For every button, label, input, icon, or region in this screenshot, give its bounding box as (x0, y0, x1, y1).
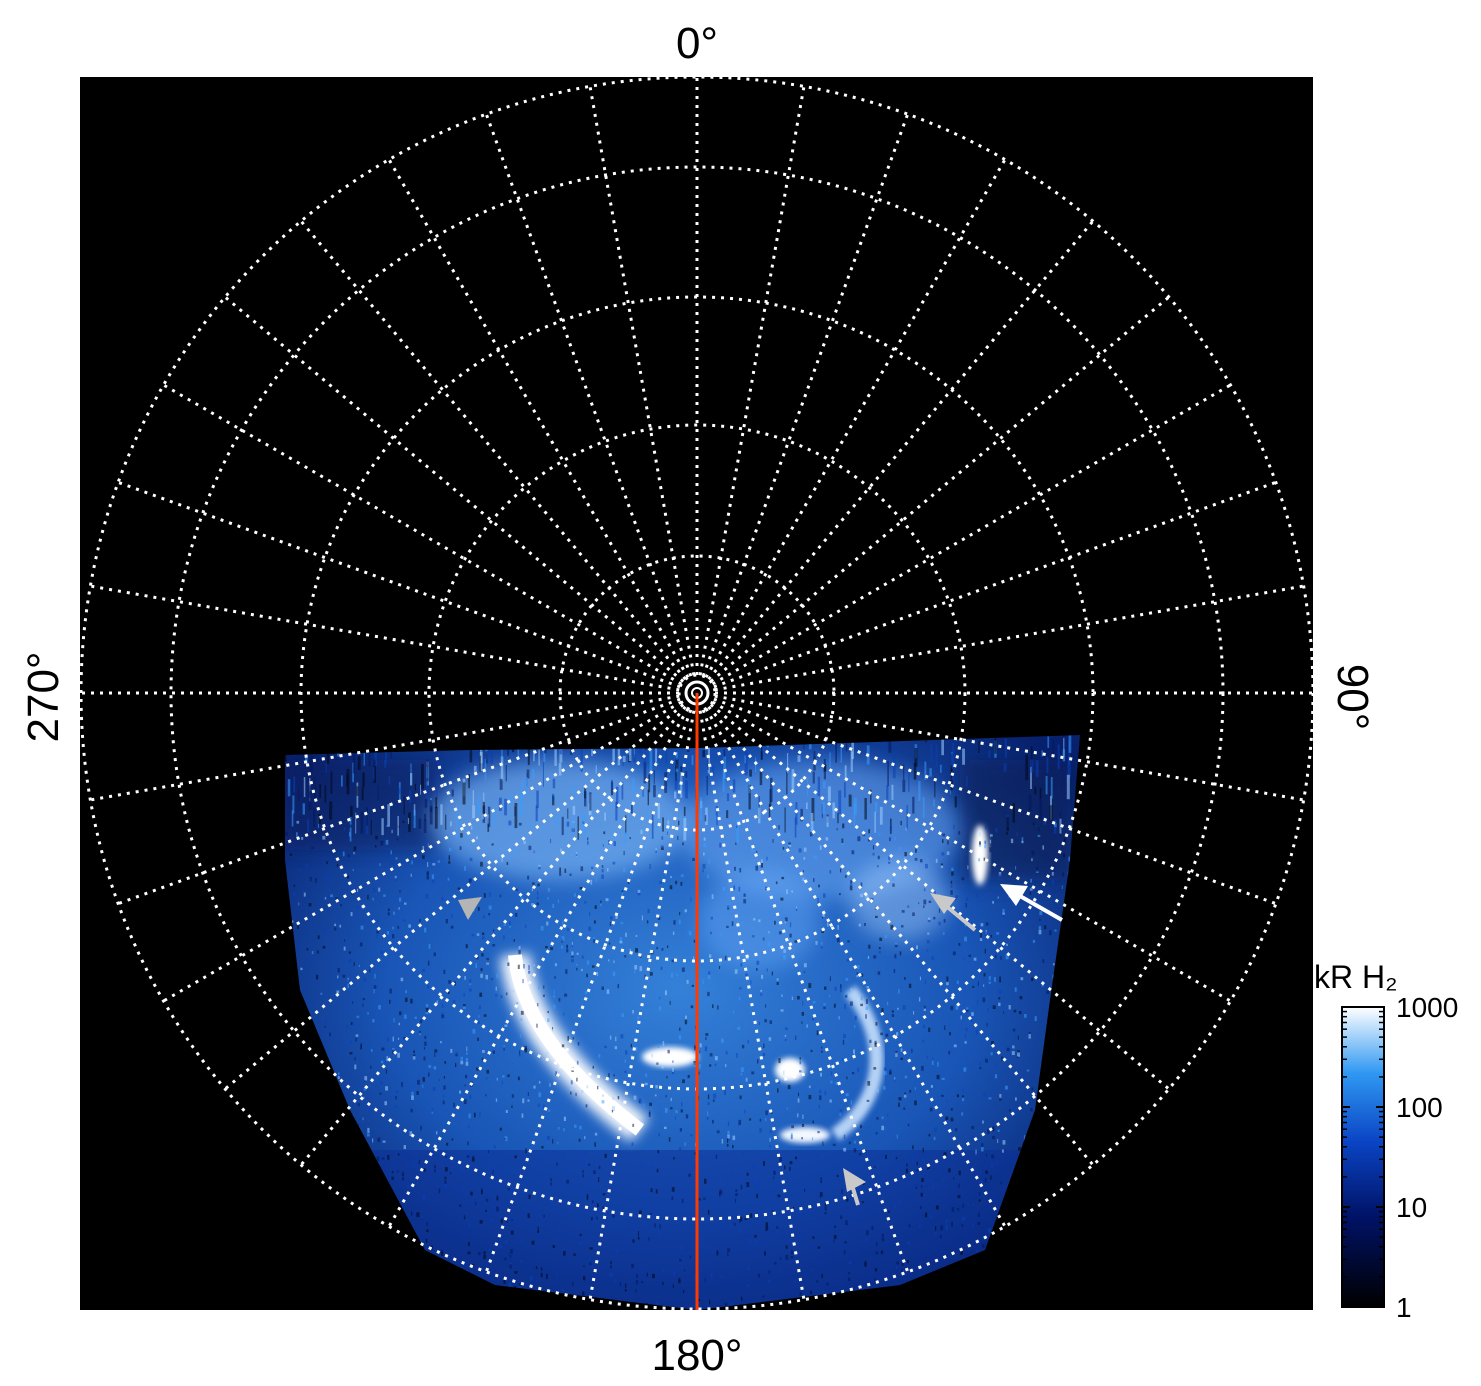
longitude-line (297, 217, 687, 681)
longitude-line (86, 694, 680, 803)
longitude-line (701, 109, 911, 677)
longitude-line (385, 155, 690, 679)
longitude-line (297, 705, 687, 1169)
longitude-line (704, 707, 1009, 1231)
longitude-line (385, 707, 690, 1231)
longitude-line (698, 710, 807, 1304)
colorbar-tick-label: 100 (1396, 1092, 1443, 1123)
longitude-line (707, 705, 1097, 1169)
lon-label-right: 90° (1328, 664, 1377, 731)
aurora-emission-region (285, 735, 1080, 1310)
gray-arrow (930, 893, 977, 932)
longitude-line (711, 381, 1235, 686)
longitude-line (86, 583, 680, 692)
gray-arrow (458, 897, 482, 920)
lon-label-left: 270° (19, 651, 68, 742)
gray-arrow (843, 1168, 866, 1206)
colorbar: kR H₂ 1000 100 10 1 (1314, 959, 1458, 1323)
annotation-arrows (458, 884, 1063, 1206)
colorbar-tick-label: 1000 (1396, 992, 1458, 1023)
longitude-line (113, 479, 681, 689)
longitude-line (704, 155, 1009, 679)
longitude-line (587, 82, 696, 676)
latitude-circle (80, 77, 1313, 1310)
latitude-circle (169, 165, 1225, 1221)
white-arrow (1000, 884, 1063, 922)
colorbar-tick-label: 10 (1396, 1192, 1427, 1223)
longitude-line (483, 109, 693, 677)
lat-lon-grid (80, 77, 1313, 1310)
longitude-line (707, 217, 1097, 681)
longitude-line (159, 700, 683, 1005)
longitude-line (714, 583, 1308, 692)
longitude-line (709, 293, 1173, 683)
longitude-line (221, 293, 685, 683)
lon-label-bottom: 180° (651, 1331, 742, 1380)
longitude-line (483, 709, 693, 1277)
lon-label-top: 0° (676, 19, 718, 68)
longitude-line (698, 82, 807, 676)
colorbar-scale (1341, 1006, 1385, 1308)
longitude-line (714, 694, 1308, 803)
longitude-line (221, 703, 685, 1093)
longitude-line (709, 703, 1173, 1093)
longitude-line (587, 710, 696, 1304)
longitude-line (113, 697, 681, 907)
longitude-line (159, 381, 683, 686)
colorbar-title: kR H₂ (1314, 959, 1398, 995)
longitude-line (711, 700, 1235, 1005)
longitude-line (701, 709, 911, 1277)
longitude-line (713, 697, 1281, 907)
latitude-circle (427, 423, 967, 963)
colorbar-tick-label: 1 (1396, 1292, 1412, 1323)
longitude-line (713, 479, 1281, 689)
